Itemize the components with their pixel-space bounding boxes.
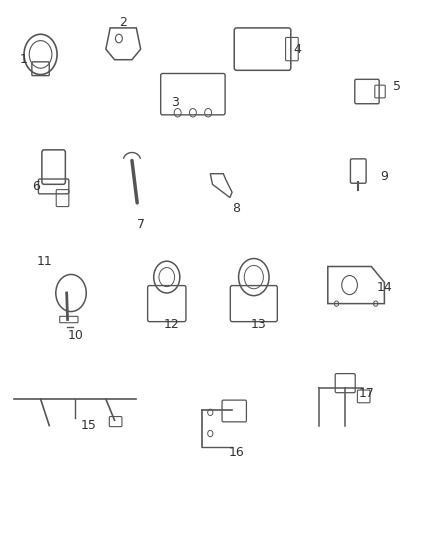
Text: 10: 10	[67, 329, 83, 342]
Text: 5: 5	[393, 80, 402, 93]
Text: 11: 11	[37, 255, 53, 268]
Text: 7: 7	[137, 217, 145, 231]
Text: 1: 1	[19, 53, 27, 66]
Text: 12: 12	[163, 318, 179, 332]
Text: 14: 14	[377, 281, 392, 294]
Text: 9: 9	[381, 170, 389, 183]
Text: 3: 3	[172, 95, 180, 109]
Text: 2: 2	[119, 16, 127, 29]
Text: 6: 6	[32, 181, 40, 193]
Text: 16: 16	[229, 446, 244, 458]
Text: 4: 4	[293, 43, 301, 55]
Text: 17: 17	[359, 387, 375, 400]
Text: 13: 13	[250, 318, 266, 332]
Text: 8: 8	[233, 201, 240, 215]
Text: 15: 15	[81, 419, 96, 432]
